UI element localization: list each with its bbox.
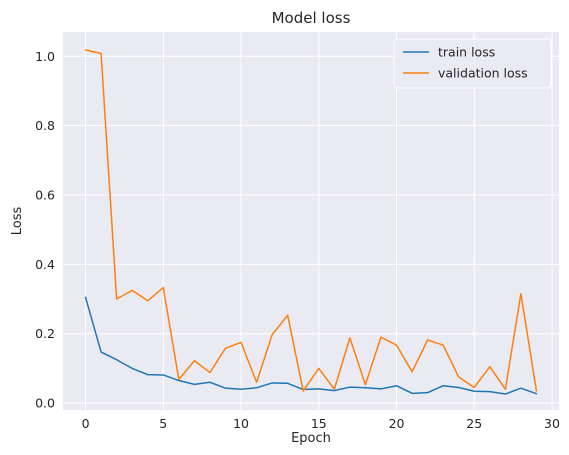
chart-title: Model loss (272, 9, 351, 27)
legend-label: train loss (438, 45, 495, 60)
y-tick-label: 0.8 (35, 118, 55, 133)
series-layer (84, 49, 538, 395)
y-tick-label: 1.0 (35, 49, 55, 64)
x-tick-label: 5 (159, 416, 167, 431)
x-axis-label: Epoch (291, 431, 331, 446)
x-tick-label: 10 (233, 416, 249, 431)
validation-loss-line (84, 49, 538, 392)
train-loss-line (84, 296, 538, 395)
x-tick-label: 20 (389, 416, 405, 431)
y-tick-label: 0.6 (35, 187, 55, 202)
legend-label: validation loss (438, 66, 528, 81)
x-tick-label: 0 (82, 416, 90, 431)
y-tick-label: 0.4 (35, 257, 55, 272)
y-tick-label: 0.2 (35, 326, 55, 341)
x-tick-labels: 0 5 10 15 20 25 30 (82, 416, 560, 431)
x-tick-label: 15 (311, 416, 327, 431)
x-tick-label: 25 (466, 416, 482, 431)
y-axis-label: Loss (10, 207, 25, 236)
legend-box (393, 38, 552, 89)
legend: train loss validation loss (393, 38, 552, 89)
x-tick-label: 30 (544, 416, 560, 431)
y-tick-label: 0.0 (35, 396, 55, 411)
plot-area (63, 32, 559, 410)
y-tick-labels: 0.0 0.2 0.4 0.6 0.8 1.0 (35, 49, 55, 411)
